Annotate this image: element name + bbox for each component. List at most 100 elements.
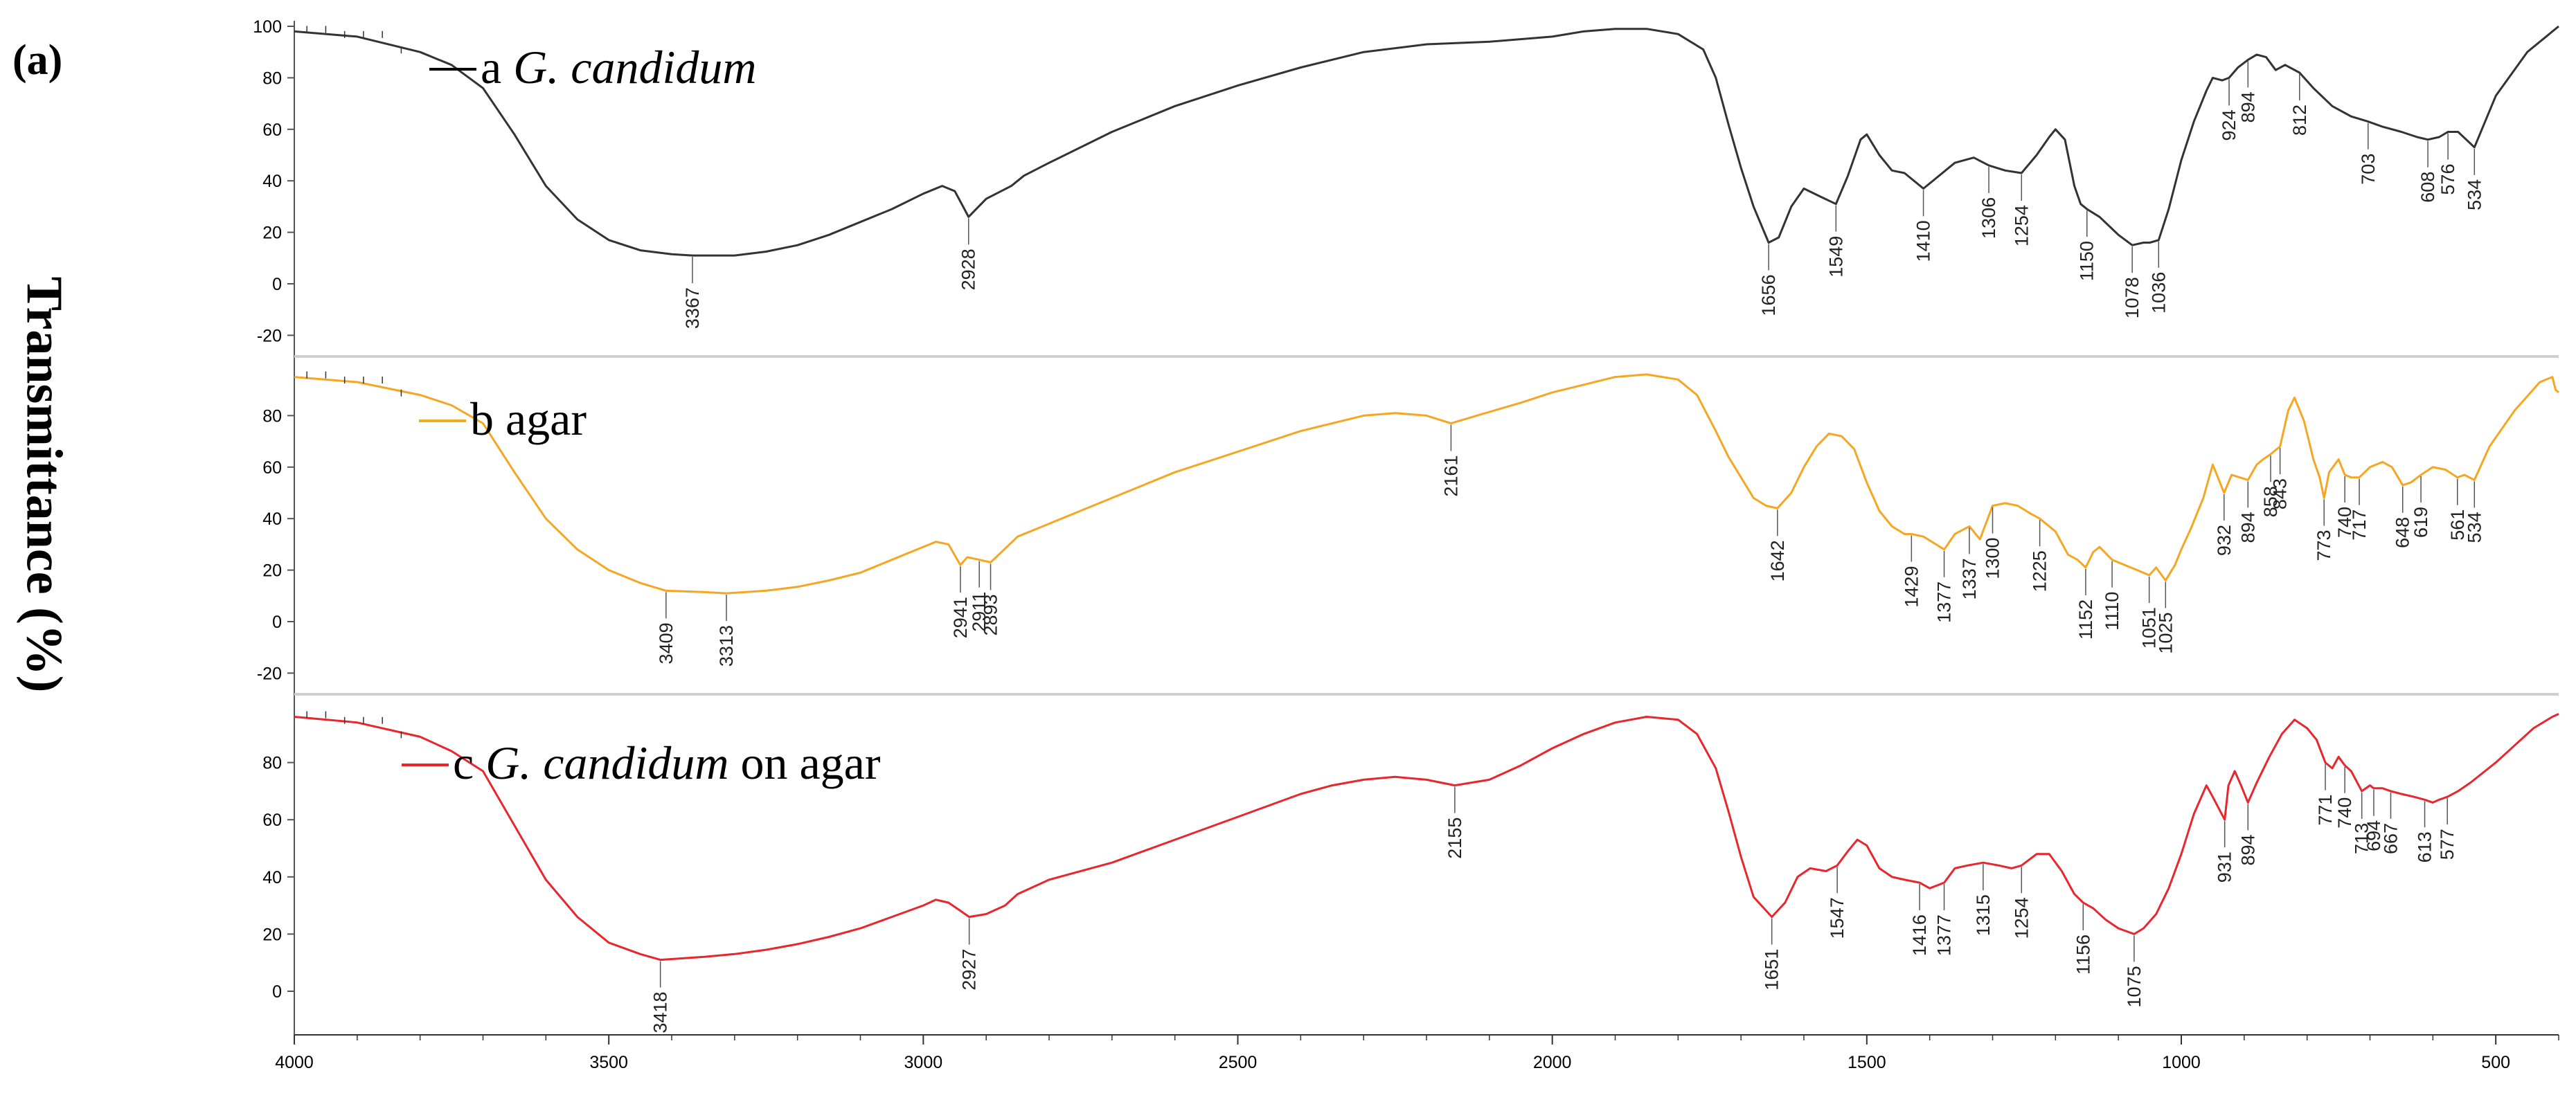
x-tick-label: 1500 bbox=[1848, 1053, 1886, 1072]
peak-label: 608 bbox=[2417, 172, 2438, 203]
peak-label: 773 bbox=[2314, 530, 2334, 561]
peak-label: 2928 bbox=[958, 249, 979, 290]
peak-label: 1416 bbox=[1909, 914, 1930, 956]
peak-label: 3367 bbox=[682, 287, 703, 329]
peak-label: 1377 bbox=[1934, 914, 1955, 956]
spectrum-line-b bbox=[294, 373, 2559, 595]
x-tick-label: 2500 bbox=[1219, 1053, 1258, 1072]
peak-label: 1651 bbox=[1762, 949, 1782, 991]
peak-label: 1410 bbox=[1913, 220, 1934, 262]
y-tick-label: 60 bbox=[262, 458, 282, 478]
peak-label: 667 bbox=[2380, 823, 2401, 854]
peak-label: 932 bbox=[2214, 525, 2235, 556]
y-tick-label: 20 bbox=[262, 561, 282, 581]
legend-text-after: on agar bbox=[728, 737, 880, 789]
peak-label: 1254 bbox=[2011, 897, 2032, 939]
peak-label: 1051 bbox=[2139, 607, 2160, 649]
peak-label: 717 bbox=[2349, 509, 2370, 541]
peak-label: 1025 bbox=[2155, 612, 2176, 653]
peak-label: 1254 bbox=[2011, 205, 2032, 246]
peak-label: 894 bbox=[2237, 91, 2258, 123]
peak-label: 1547 bbox=[1827, 897, 1848, 939]
peak-label: 894 bbox=[2237, 834, 2258, 865]
peak-label: 1110 bbox=[2102, 592, 2122, 631]
x-tick-label: 3500 bbox=[589, 1053, 628, 1072]
y-tick-label: -20 bbox=[257, 664, 282, 683]
legend-entry-c: c G. candidum on agar bbox=[453, 737, 881, 789]
peak-label: 1549 bbox=[1825, 236, 1846, 278]
peak-label: 2911 bbox=[969, 592, 990, 632]
peak-label: 843 bbox=[2270, 478, 2291, 509]
peak-label: 2893 bbox=[981, 594, 1001, 635]
peak-label: 1078 bbox=[2122, 277, 2143, 318]
peak-label: 1075 bbox=[2124, 966, 2145, 1007]
peak-label: 2155 bbox=[1444, 818, 1465, 859]
peak-label: 619 bbox=[2410, 507, 2431, 538]
legend-text-plain: a bbox=[481, 41, 513, 93]
peak-label: 1337 bbox=[1959, 558, 1980, 599]
peak-label: 812 bbox=[2289, 105, 2310, 136]
spectrum-line-a bbox=[294, 25, 2559, 257]
peak-label: 2161 bbox=[1440, 455, 1461, 497]
peak-label: 1036 bbox=[2148, 272, 2169, 314]
peak-label: 1642 bbox=[1767, 540, 1788, 581]
peak-label: 1377 bbox=[1934, 581, 1955, 623]
peak-label: 703 bbox=[2358, 154, 2379, 185]
x-tick-label: 2000 bbox=[1533, 1053, 1572, 1072]
peak-label: 1429 bbox=[1901, 566, 1922, 608]
peak-label: 577 bbox=[2437, 829, 2458, 860]
spectrum-line-c bbox=[294, 713, 2559, 961]
peak-label: 924 bbox=[2219, 109, 2239, 141]
y-tick-label: 80 bbox=[262, 754, 282, 773]
peak-label: 3313 bbox=[716, 625, 737, 667]
legend-text-italic: G. candidum bbox=[485, 737, 728, 789]
peak-label: 771 bbox=[2315, 795, 2336, 826]
peak-label: 648 bbox=[2392, 517, 2413, 548]
y-tick-label: 0 bbox=[272, 275, 282, 294]
x-tick-label: 1000 bbox=[2162, 1053, 2201, 1072]
peak-label: 613 bbox=[2415, 831, 2435, 862]
peak-label: 1300 bbox=[1983, 538, 2003, 579]
legend-text-plain: b agar bbox=[470, 392, 587, 445]
y-tick-label: 40 bbox=[262, 509, 282, 529]
x-tick-label: 500 bbox=[2481, 1053, 2510, 1072]
legend-entry-a: a G. candidum bbox=[481, 41, 756, 93]
peak-label: 1150 bbox=[2077, 241, 2098, 281]
y-tick-label: 0 bbox=[272, 613, 282, 632]
peak-label: 1315 bbox=[1973, 894, 1994, 936]
panel-label: (a) bbox=[12, 37, 63, 84]
peak-label: 1152 bbox=[2075, 599, 2096, 640]
peak-label: 534 bbox=[2464, 179, 2485, 210]
legend-text-italic: G. candidum bbox=[513, 41, 756, 93]
y-tick-label: 0 bbox=[272, 982, 282, 1002]
peak-label: 694 bbox=[2363, 820, 2384, 851]
legend-entry-b: b agar bbox=[470, 392, 587, 445]
peak-label: 576 bbox=[2438, 164, 2458, 195]
x-tick-label: 3000 bbox=[904, 1053, 943, 1072]
peak-label: 2927 bbox=[959, 949, 980, 991]
peak-label: 713 bbox=[2352, 823, 2372, 854]
peak-label: 1656 bbox=[1758, 274, 1779, 316]
y-tick-label: 20 bbox=[262, 224, 282, 243]
peak-label: 1225 bbox=[2030, 550, 2050, 592]
peak-label: 740 bbox=[2334, 797, 2355, 829]
peak-label: 561 bbox=[2447, 509, 2468, 541]
peak-label: 1306 bbox=[1978, 197, 1999, 239]
peak-label: 3418 bbox=[650, 992, 671, 1033]
legend-text-plain: c bbox=[453, 737, 485, 789]
y-tick-label: 60 bbox=[262, 811, 282, 830]
y-tick-label: 80 bbox=[262, 406, 282, 426]
y-tick-label: 20 bbox=[262, 925, 282, 944]
peak-label: 1156 bbox=[2073, 934, 2093, 975]
y-tick-label: 40 bbox=[262, 868, 282, 887]
y-tick-label: 80 bbox=[262, 69, 282, 88]
peak-label: 894 bbox=[2237, 512, 2258, 543]
peak-label: 931 bbox=[2215, 851, 2235, 883]
y-tick-label: 100 bbox=[253, 17, 282, 37]
y-tick-label: 60 bbox=[262, 120, 282, 140]
peak-label: 3409 bbox=[656, 622, 677, 664]
x-tick-label: 4000 bbox=[275, 1053, 314, 1072]
y-tick-label: -20 bbox=[257, 326, 282, 345]
